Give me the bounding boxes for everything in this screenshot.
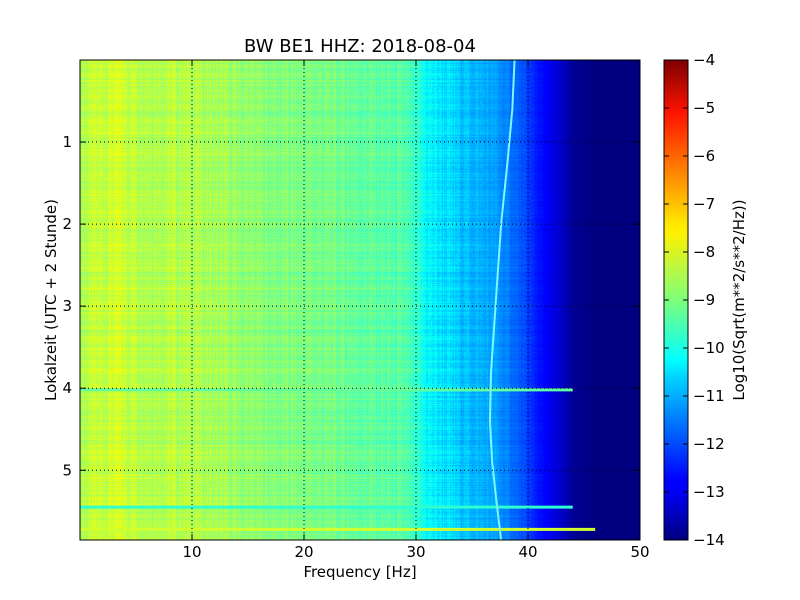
colorbar-tick-label: −9 (693, 291, 715, 309)
colorbar-tick-label: −5 (693, 99, 715, 117)
colorbar-tick-label: −7 (693, 195, 715, 213)
spectrogram-heatmap (80, 60, 640, 540)
spectral-line (488, 60, 516, 540)
colorbar-label: Log10(Sqrt(m**2/s**2/Hz)) (730, 199, 748, 400)
y-tick-label: 2 (62, 215, 72, 233)
colorbar-tick-label: −4 (693, 51, 715, 69)
x-tick-label: 30 (406, 543, 425, 561)
y-axis-ticks: 1 2 3 4 5 (62, 133, 640, 479)
colorbar-tick-label: −12 (693, 435, 725, 453)
y-tick-label: 5 (62, 461, 72, 479)
x-tick-label: 40 (518, 543, 537, 561)
colorbar-tick-label: −8 (693, 243, 715, 261)
colorbar-tick-label: −13 (693, 483, 725, 501)
x-tick-label: 50 (630, 543, 649, 561)
plot-frame (79, 59, 641, 541)
x-tick-label: 20 (294, 543, 313, 561)
colorbar-tick-label: −14 (693, 531, 725, 549)
x-axis-title: Frequency [Hz] (303, 563, 416, 581)
plot-area (80, 60, 640, 540)
y-tick-label: 4 (62, 379, 72, 397)
colorbar: −14 −13 −12 −11 −10 −9 −8 −7 −6 −5 −4 Log10(Sqrt(m… (663, 51, 748, 549)
colorbar-ticks: −14 −13 −12 −11 −10 −9 −8 −7 −6 −5 −4 (664, 51, 725, 549)
y-tick-label: 3 (62, 297, 72, 315)
x-tick-label: 10 (182, 543, 201, 561)
colorbar-tick-label: −11 (693, 387, 725, 405)
y-tick-label: 1 (62, 133, 72, 151)
grid-lines (80, 60, 640, 540)
colorbar-tick-label: −6 (693, 147, 715, 165)
x-axis-ticks: 10 20 30 40 50 (182, 60, 650, 561)
colorbar-tick-label: −10 (693, 339, 725, 357)
chart-title: BW BE1 HHZ: 2018-08-04 (244, 36, 476, 57)
y-axis-title: Lokalzeit (UTC + 2 Stunde) (42, 199, 60, 401)
